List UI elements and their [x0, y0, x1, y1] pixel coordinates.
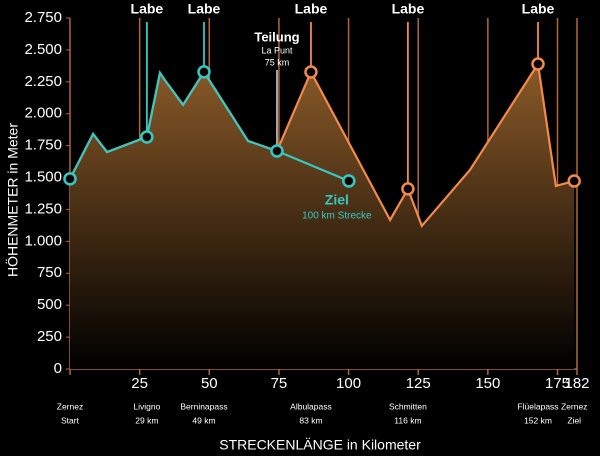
station-note: 152 km [524, 415, 552, 425]
marker [531, 57, 545, 71]
x-tick-label: 182 [564, 375, 589, 392]
station-name: Albulapass [290, 401, 332, 411]
x-tick-label: 50 [201, 375, 218, 392]
marker [401, 182, 415, 196]
split-place: La Punt [261, 45, 293, 55]
y-tick-label: 0 [54, 360, 62, 377]
refreshment-label: Labe [392, 1, 425, 17]
y-tick-label: 2.750 [24, 9, 62, 26]
marker [270, 144, 284, 158]
station-name: Livigno [133, 401, 160, 411]
station-name: Flüelapass [517, 401, 558, 411]
station-name: Schmitten [389, 401, 427, 411]
marker [342, 174, 356, 188]
x-tick-label: 75 [271, 375, 288, 392]
x-axis-title: STRECKENLÄNGE in Kilometer [219, 437, 421, 453]
y-axis-title: HÖHENMETER in Meter [4, 123, 21, 277]
refreshment-label: Labe [295, 1, 328, 17]
station-note: Start [61, 415, 80, 425]
marker [197, 65, 211, 79]
station-note: Ziel [567, 415, 581, 425]
y-tick-label: 1.500 [24, 169, 62, 186]
split-title: Teilung [254, 29, 299, 44]
marker [304, 65, 318, 79]
station-note: 116 km [394, 415, 421, 425]
y-tick-label: 250 [37, 328, 62, 345]
station-note: 29 km [135, 415, 158, 425]
split-km: 75 km [265, 57, 290, 67]
station-note: 49 km [192, 415, 215, 425]
station-name: Zernez [561, 401, 587, 411]
marker [63, 172, 77, 186]
station-note: 83 km [299, 415, 322, 425]
station-name: Zernez [57, 401, 83, 411]
y-tick-label: 750 [37, 264, 62, 281]
x-tick-label: 150 [475, 375, 500, 392]
station-name: Berninapass [180, 401, 227, 411]
marker [567, 174, 581, 188]
x-tick-label: 25 [131, 375, 148, 392]
y-tick-label: 2.250 [24, 73, 62, 90]
y-tick-label: 1.250 [24, 200, 62, 217]
y-tick-label: 1.000 [24, 232, 62, 249]
x-tick-label: 175 [545, 375, 570, 392]
line [69, 69, 350, 183]
y-tick-label: 500 [37, 296, 62, 313]
y-tick-label: 2.000 [24, 105, 62, 122]
x-tick-label: 125 [406, 375, 431, 392]
refreshment-label: Labe [131, 1, 164, 17]
marker [140, 130, 154, 144]
refreshment-label: Labe [522, 1, 555, 17]
finish-note: 100 km Strecke [302, 211, 372, 222]
y-tick-label: 2.500 [24, 41, 62, 58]
area [70, 63, 575, 369]
finish-title: Ziel [325, 192, 349, 208]
x-tick-label: 100 [336, 375, 361, 392]
y-tick-label: 1.750 [24, 137, 62, 154]
refreshment-label: Labe [188, 1, 221, 17]
